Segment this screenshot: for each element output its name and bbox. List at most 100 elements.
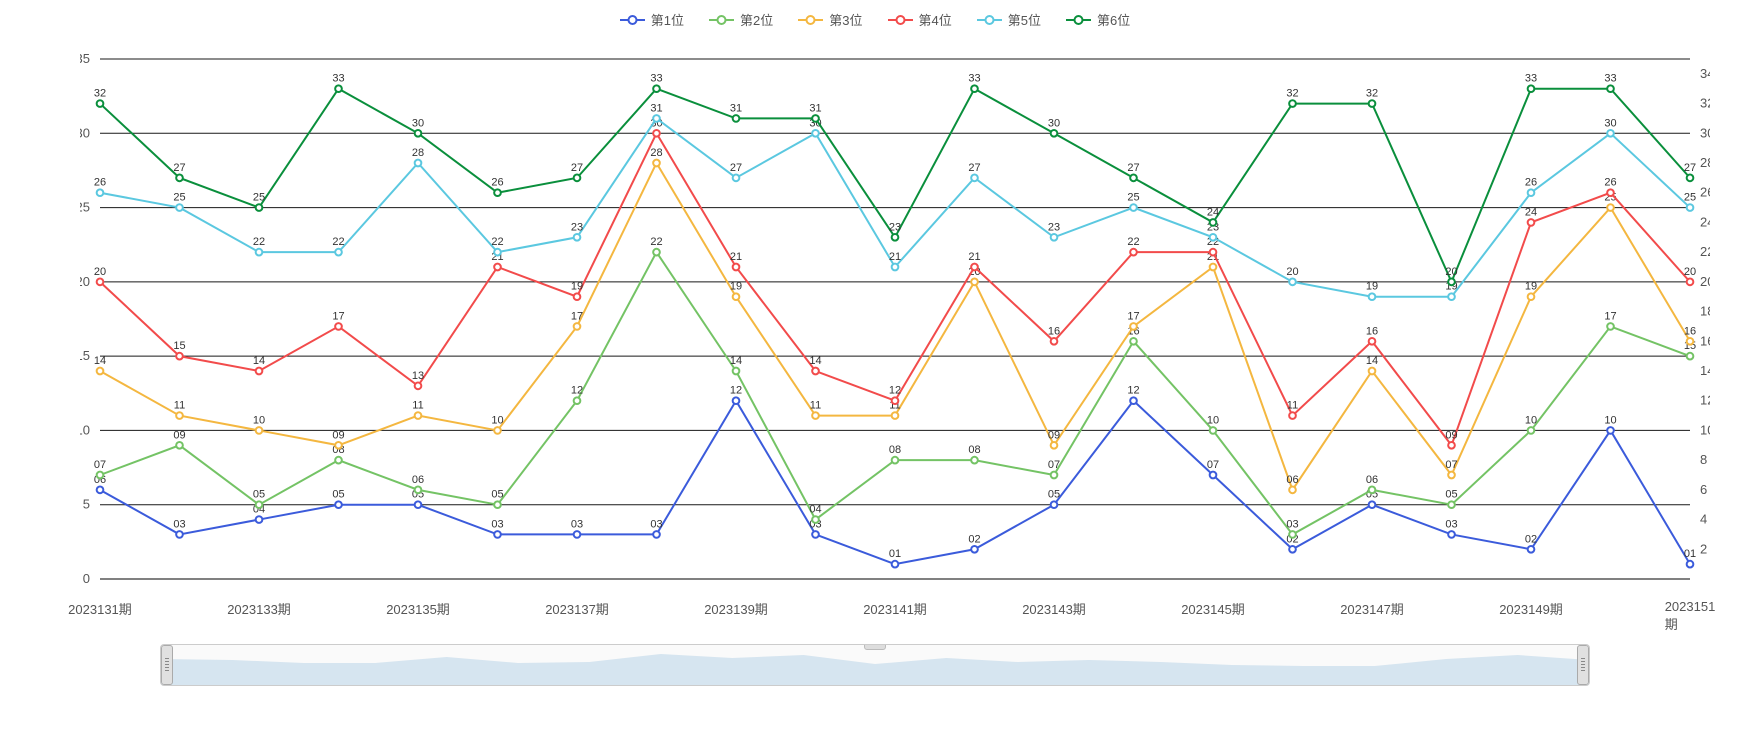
series-marker[interactable] — [574, 531, 581, 538]
series-marker[interactable] — [415, 383, 422, 390]
series-marker[interactable] — [1210, 264, 1217, 271]
series-marker[interactable] — [653, 85, 660, 92]
series-marker[interactable] — [1289, 546, 1296, 553]
series-marker[interactable] — [256, 249, 263, 256]
series-marker[interactable] — [892, 457, 899, 464]
series-marker[interactable] — [653, 249, 660, 256]
legend-item[interactable]: 第5位 — [977, 10, 1041, 29]
series-marker[interactable] — [335, 442, 342, 449]
series-marker[interactable] — [1051, 442, 1058, 449]
series-marker[interactable] — [812, 412, 819, 419]
series-marker[interactable] — [1130, 175, 1137, 182]
series-marker[interactable] — [733, 264, 740, 271]
series-marker[interactable] — [97, 279, 104, 286]
series-marker[interactable] — [574, 293, 581, 300]
series-marker[interactable] — [1210, 234, 1217, 241]
data-zoom-handle-right[interactable] — [1577, 645, 1589, 685]
series-marker[interactable] — [1130, 338, 1137, 345]
series-marker[interactable] — [1448, 442, 1455, 449]
series-marker[interactable] — [971, 264, 978, 271]
series-marker[interactable] — [892, 412, 899, 419]
series-marker[interactable] — [494, 189, 501, 196]
series-marker[interactable] — [1289, 412, 1296, 419]
series-marker[interactable] — [1130, 249, 1137, 256]
series-marker[interactable] — [1369, 338, 1376, 345]
series-marker[interactable] — [176, 353, 183, 360]
series-marker[interactable] — [733, 175, 740, 182]
series-marker[interactable] — [1289, 279, 1296, 286]
series-marker[interactable] — [1210, 472, 1217, 479]
series-marker[interactable] — [176, 412, 183, 419]
series-marker[interactable] — [335, 323, 342, 330]
series-marker[interactable] — [1130, 204, 1137, 211]
series-marker[interactable] — [892, 264, 899, 271]
legend-item[interactable]: 第4位 — [888, 10, 952, 29]
series-marker[interactable] — [335, 457, 342, 464]
legend-item[interactable]: 第1位 — [620, 10, 684, 29]
series-marker[interactable] — [1607, 189, 1614, 196]
series-marker[interactable] — [1687, 204, 1694, 211]
series-marker[interactable] — [1369, 501, 1376, 508]
series-marker[interactable] — [971, 85, 978, 92]
series-marker[interactable] — [1528, 427, 1535, 434]
series-marker[interactable] — [1130, 397, 1137, 404]
series-marker[interactable] — [812, 130, 819, 137]
series-marker[interactable] — [1051, 234, 1058, 241]
series-marker[interactable] — [812, 516, 819, 523]
series-marker[interactable] — [1687, 561, 1694, 568]
series-marker[interactable] — [494, 501, 501, 508]
series-marker[interactable] — [494, 264, 501, 271]
series-marker[interactable] — [1289, 100, 1296, 107]
series-marker[interactable] — [176, 204, 183, 211]
series-marker[interactable] — [415, 130, 422, 137]
series-marker[interactable] — [1687, 338, 1694, 345]
series-marker[interactable] — [812, 115, 819, 122]
series-marker[interactable] — [1448, 293, 1455, 300]
series-marker[interactable] — [176, 531, 183, 538]
series-marker[interactable] — [335, 249, 342, 256]
series-marker[interactable] — [97, 487, 104, 494]
legend-item[interactable]: 第6位 — [1066, 10, 1130, 29]
series-marker[interactable] — [256, 368, 263, 375]
series-marker[interactable] — [1289, 531, 1296, 538]
series-marker[interactable] — [415, 160, 422, 167]
series-marker[interactable] — [494, 427, 501, 434]
series-marker[interactable] — [1448, 279, 1455, 286]
series-marker[interactable] — [494, 531, 501, 538]
series-marker[interactable] — [574, 175, 581, 182]
series-marker[interactable] — [892, 397, 899, 404]
series-marker[interactable] — [1607, 85, 1614, 92]
series-marker[interactable] — [1369, 293, 1376, 300]
series-marker[interactable] — [1687, 279, 1694, 286]
series-marker[interactable] — [574, 397, 581, 404]
series-marker[interactable] — [1607, 323, 1614, 330]
series-marker[interactable] — [812, 531, 819, 538]
series-marker[interactable] — [1210, 249, 1217, 256]
series-marker[interactable] — [1369, 368, 1376, 375]
series-marker[interactable] — [971, 279, 978, 286]
series-marker[interactable] — [1528, 546, 1535, 553]
series-marker[interactable] — [256, 427, 263, 434]
series-marker[interactable] — [176, 442, 183, 449]
data-zoom-grip[interactable] — [864, 644, 886, 650]
series-marker[interactable] — [1607, 204, 1614, 211]
series-marker[interactable] — [574, 234, 581, 241]
series-marker[interactable] — [97, 189, 104, 196]
data-zoom-slider[interactable] — [160, 644, 1590, 686]
series-marker[interactable] — [176, 175, 183, 182]
series-marker[interactable] — [1369, 487, 1376, 494]
series-marker[interactable] — [1051, 130, 1058, 137]
series-marker[interactable] — [1607, 130, 1614, 137]
series-marker[interactable] — [1448, 472, 1455, 479]
series-marker[interactable] — [1051, 472, 1058, 479]
series-marker[interactable] — [812, 368, 819, 375]
series-marker[interactable] — [574, 323, 581, 330]
series-marker[interactable] — [733, 293, 740, 300]
series-marker[interactable] — [653, 130, 660, 137]
series-marker[interactable] — [733, 368, 740, 375]
series-marker[interactable] — [1528, 219, 1535, 226]
series-marker[interactable] — [653, 115, 660, 122]
series-marker[interactable] — [1448, 531, 1455, 538]
series-marker[interactable] — [335, 501, 342, 508]
series-marker[interactable] — [494, 249, 501, 256]
